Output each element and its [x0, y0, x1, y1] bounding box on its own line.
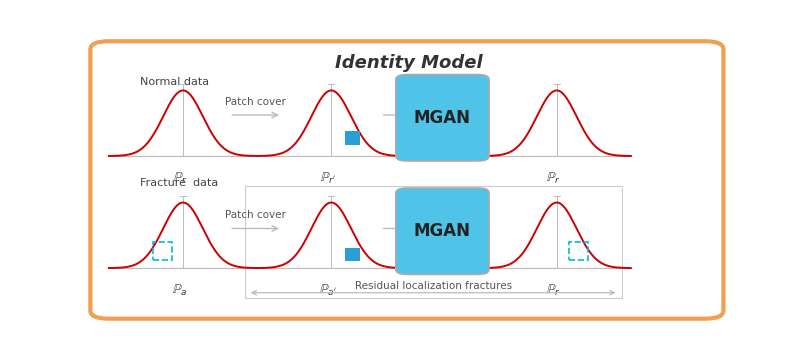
FancyBboxPatch shape — [90, 41, 724, 319]
Text: Identity Model: Identity Model — [335, 54, 482, 72]
FancyBboxPatch shape — [396, 188, 489, 274]
Text: MGAN: MGAN — [414, 222, 471, 240]
Text: $\mathbb{P}_{r}$: $\mathbb{P}_{r}$ — [173, 171, 187, 186]
Text: $\mathbb{P}_{r}$: $\mathbb{P}_{r}$ — [546, 283, 561, 298]
Text: MGAN: MGAN — [414, 109, 471, 127]
Bar — [345, 248, 360, 261]
Text: Normal data: Normal data — [139, 77, 209, 87]
Text: $\mathbb{P}_{r'}$: $\mathbb{P}_{r'}$ — [320, 171, 336, 186]
Text: $\mathbb{P}_{a'}$: $\mathbb{P}_{a'}$ — [319, 283, 337, 298]
Bar — [153, 242, 172, 260]
Text: $\mathbb{P}_{a}$: $\mathbb{P}_{a}$ — [172, 283, 187, 298]
Text: Fracture  data: Fracture data — [139, 178, 218, 188]
Bar — [245, 186, 622, 298]
Bar — [345, 131, 360, 145]
FancyBboxPatch shape — [396, 75, 489, 161]
Text: Patch cover: Patch cover — [225, 97, 286, 107]
Text: Residual localization fractures: Residual localization fractures — [355, 281, 512, 291]
Text: Patch cover: Patch cover — [225, 210, 286, 220]
Bar — [569, 242, 587, 260]
Text: $\mathbb{P}_{r}$: $\mathbb{P}_{r}$ — [546, 171, 561, 186]
